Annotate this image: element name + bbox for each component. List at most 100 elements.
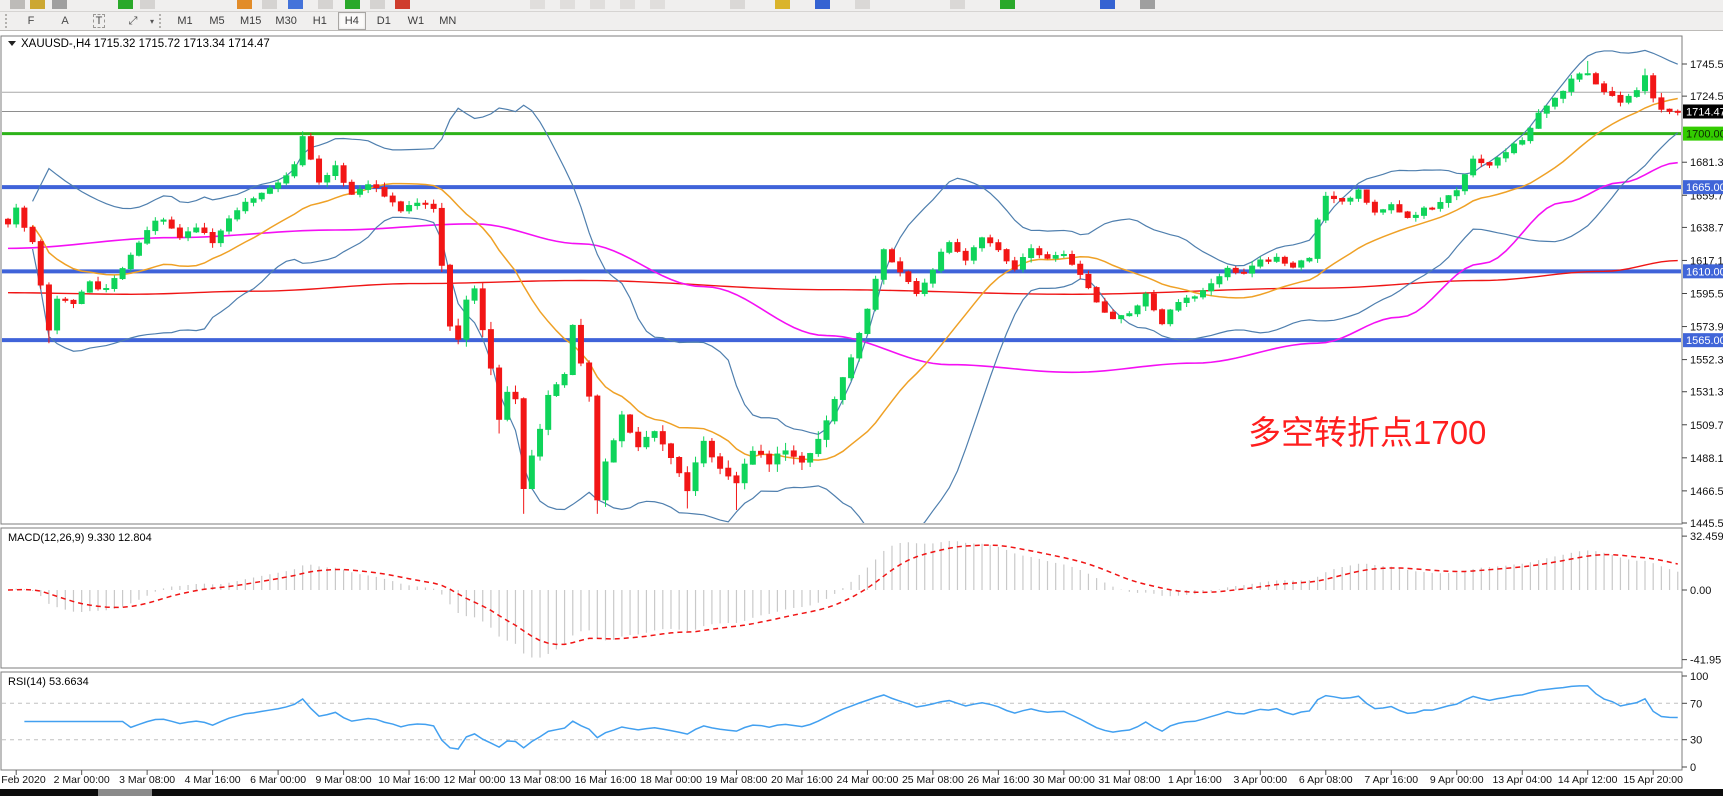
ma-mid-magenta	[7, 161, 1678, 374]
time-tick: 19 Mar 08:00	[706, 774, 768, 786]
toolbar-icon[interactable]	[52, 0, 67, 9]
price-tick: 1681.30	[1690, 157, 1723, 169]
svg-text:-41.95: -41.95	[1690, 655, 1721, 667]
svg-text:100: 100	[1690, 671, 1708, 683]
level-1565-label-text: 1565.00	[1686, 335, 1723, 347]
toolbar-drag-handle[interactable]	[159, 14, 166, 28]
toolbar-icon[interactable]	[10, 0, 25, 9]
time-tick: 9 Apr 00:00	[1430, 774, 1484, 786]
timeframe-button-W1[interactable]: W1	[407, 15, 425, 27]
macd-panel[interactable]	[0, 527, 1683, 669]
toolbar-icon[interactable]	[560, 0, 575, 9]
timeframe-button-H1[interactable]: H1	[312, 15, 327, 27]
price-tick: 1638.70	[1690, 222, 1723, 234]
top-toolbar-strip	[0, 0, 1723, 12]
toolbar-icon[interactable]	[237, 0, 252, 9]
current-price-label	[1683, 104, 1723, 119]
rsi-label: RSI(14) 53.6634	[8, 676, 89, 688]
timeframe-button-M15[interactable]: M15	[240, 15, 262, 27]
toolbar-icon[interactable]	[395, 0, 410, 9]
price-tick: 1531.30	[1690, 387, 1723, 399]
crosshair-tool[interactable]: F	[27, 15, 35, 27]
time-tick: 26 Mar 16:00	[967, 774, 1029, 786]
toolbar-icon[interactable]	[855, 0, 870, 9]
level-1565-label	[1683, 333, 1723, 348]
time-tick: 4 Mar 16:00	[185, 774, 241, 786]
toolbar-drag-handle[interactable]	[5, 14, 12, 28]
toolbar-icon[interactable]	[345, 0, 360, 9]
level-1700-label-text: 1700.00	[1686, 129, 1723, 141]
toolbar-icon[interactable]	[620, 0, 635, 9]
price-tick: 1552.30	[1690, 355, 1723, 367]
macd-axis: 32.459 0.00 -41.95	[1682, 531, 1723, 667]
toolbar-icon[interactable]	[118, 0, 133, 9]
time-tick: 2 Mar 00:00	[54, 774, 110, 786]
toolbar-icon[interactable]	[288, 0, 303, 9]
chart-annotation-text[interactable]: 多空转折点1700	[1248, 414, 1486, 451]
timeframe-button-M30[interactable]: M30	[275, 15, 297, 27]
time-tick: 18 Mar 00:00	[640, 774, 702, 786]
time-tick: 6 Apr 08:00	[1299, 774, 1353, 786]
toolbar-icon[interactable]	[140, 0, 155, 9]
toolbar-icon[interactable]	[1140, 0, 1155, 9]
text-box-tool[interactable]: T	[85, 12, 113, 30]
toolbar-icon[interactable]	[590, 0, 605, 9]
toolbar-icon[interactable]	[370, 0, 385, 9]
toolbar-icon[interactable]	[650, 0, 665, 9]
macd-signal-line	[7, 544, 1678, 646]
chart-canvas[interactable]: 1745.501724.501681.301659.701638.701617.…	[0, 31, 1723, 796]
toolbar-icon[interactable]	[1100, 0, 1115, 9]
timeframe-button-H4[interactable]: H4	[337, 12, 366, 30]
arrow-style-tool[interactable]: ⤢	[128, 14, 138, 27]
toolbar-icon[interactable]	[262, 0, 277, 9]
time-tick: 30 Mar 00:00	[1033, 774, 1095, 786]
time-tick: 9 Mar 08:00	[316, 774, 372, 786]
bollinger-middle-orange	[31, 97, 1678, 461]
svg-text:30: 30	[1690, 735, 1702, 747]
bollinger-lower	[31, 132, 1679, 523]
time-tick: 10 Mar 16:00	[378, 774, 440, 786]
time-tick: 3 Apr 00:00	[1233, 774, 1287, 786]
line-studies-toolbar: F A T ⤢	[17, 12, 147, 30]
time-tick: 31 Mar 08:00	[1098, 774, 1160, 786]
taskbar-strip[interactable]	[0, 789, 1723, 796]
time-tick: 3 Mar 08:00	[119, 774, 175, 786]
time-tick: 13 Mar 08:00	[509, 774, 571, 786]
timeframe-button-M5[interactable]: M5	[209, 15, 225, 27]
taskbar-segment[interactable]	[98, 789, 152, 796]
toolbar-icon[interactable]	[815, 0, 830, 9]
toolbar-icon[interactable]	[775, 0, 790, 9]
toolbar-icon[interactable]	[30, 0, 45, 9]
time-tick: 20 Mar 16:00	[771, 774, 833, 786]
price-panel[interactable]	[0, 35, 1683, 525]
current-price-label-text: 1714.47	[1686, 106, 1723, 118]
price-tick: 1724.50	[1690, 91, 1723, 103]
rsi-axis: 100 70 30 0	[1682, 671, 1708, 774]
timeframe-button-MN[interactable]: MN	[439, 15, 457, 27]
toolbar-icon[interactable]	[1000, 0, 1015, 9]
horizontal-level-lines	[2, 91, 1681, 343]
price-tick: 1745.50	[1690, 59, 1723, 71]
toolbar-icon[interactable]	[530, 0, 545, 9]
toolbar-icon[interactable]	[318, 0, 333, 9]
svg-text:32.459: 32.459	[1690, 531, 1723, 543]
timeframe-button-D1[interactable]: D1	[376, 15, 391, 27]
text-annotation-tool[interactable]: A	[61, 15, 69, 27]
bollinger-upper	[32, 49, 1678, 436]
collapse-arrow-icon[interactable]	[8, 41, 16, 46]
level-1610-label-text: 1610.00	[1686, 266, 1723, 278]
timeframe-toolbar: M1 M5 M15 M30 H1 H4 D1 W1 MN	[171, 12, 462, 30]
rsi-panel[interactable]	[0, 671, 1683, 771]
toolbar: F A T ⤢ ▾ M1 M5 M15 M30 H1 H4 D1 W1 MN	[0, 12, 1723, 31]
time-tick: 12 Mar 00:00	[444, 774, 506, 786]
chevron-down-icon[interactable]: ▾	[150, 16, 155, 26]
price-tick: 1595.50	[1690, 289, 1723, 301]
timeframe-button-M1[interactable]: M1	[177, 15, 193, 27]
time-tick: 24 Mar 00:00	[836, 774, 898, 786]
toolbar-icon[interactable]	[730, 0, 745, 9]
time-tick: 15 Apr 20:00	[1623, 774, 1683, 786]
toolbar-icon[interactable]	[950, 0, 965, 9]
time-tick: 25 Mar 08:00	[902, 774, 964, 786]
overlay-indicators	[7, 49, 1679, 523]
